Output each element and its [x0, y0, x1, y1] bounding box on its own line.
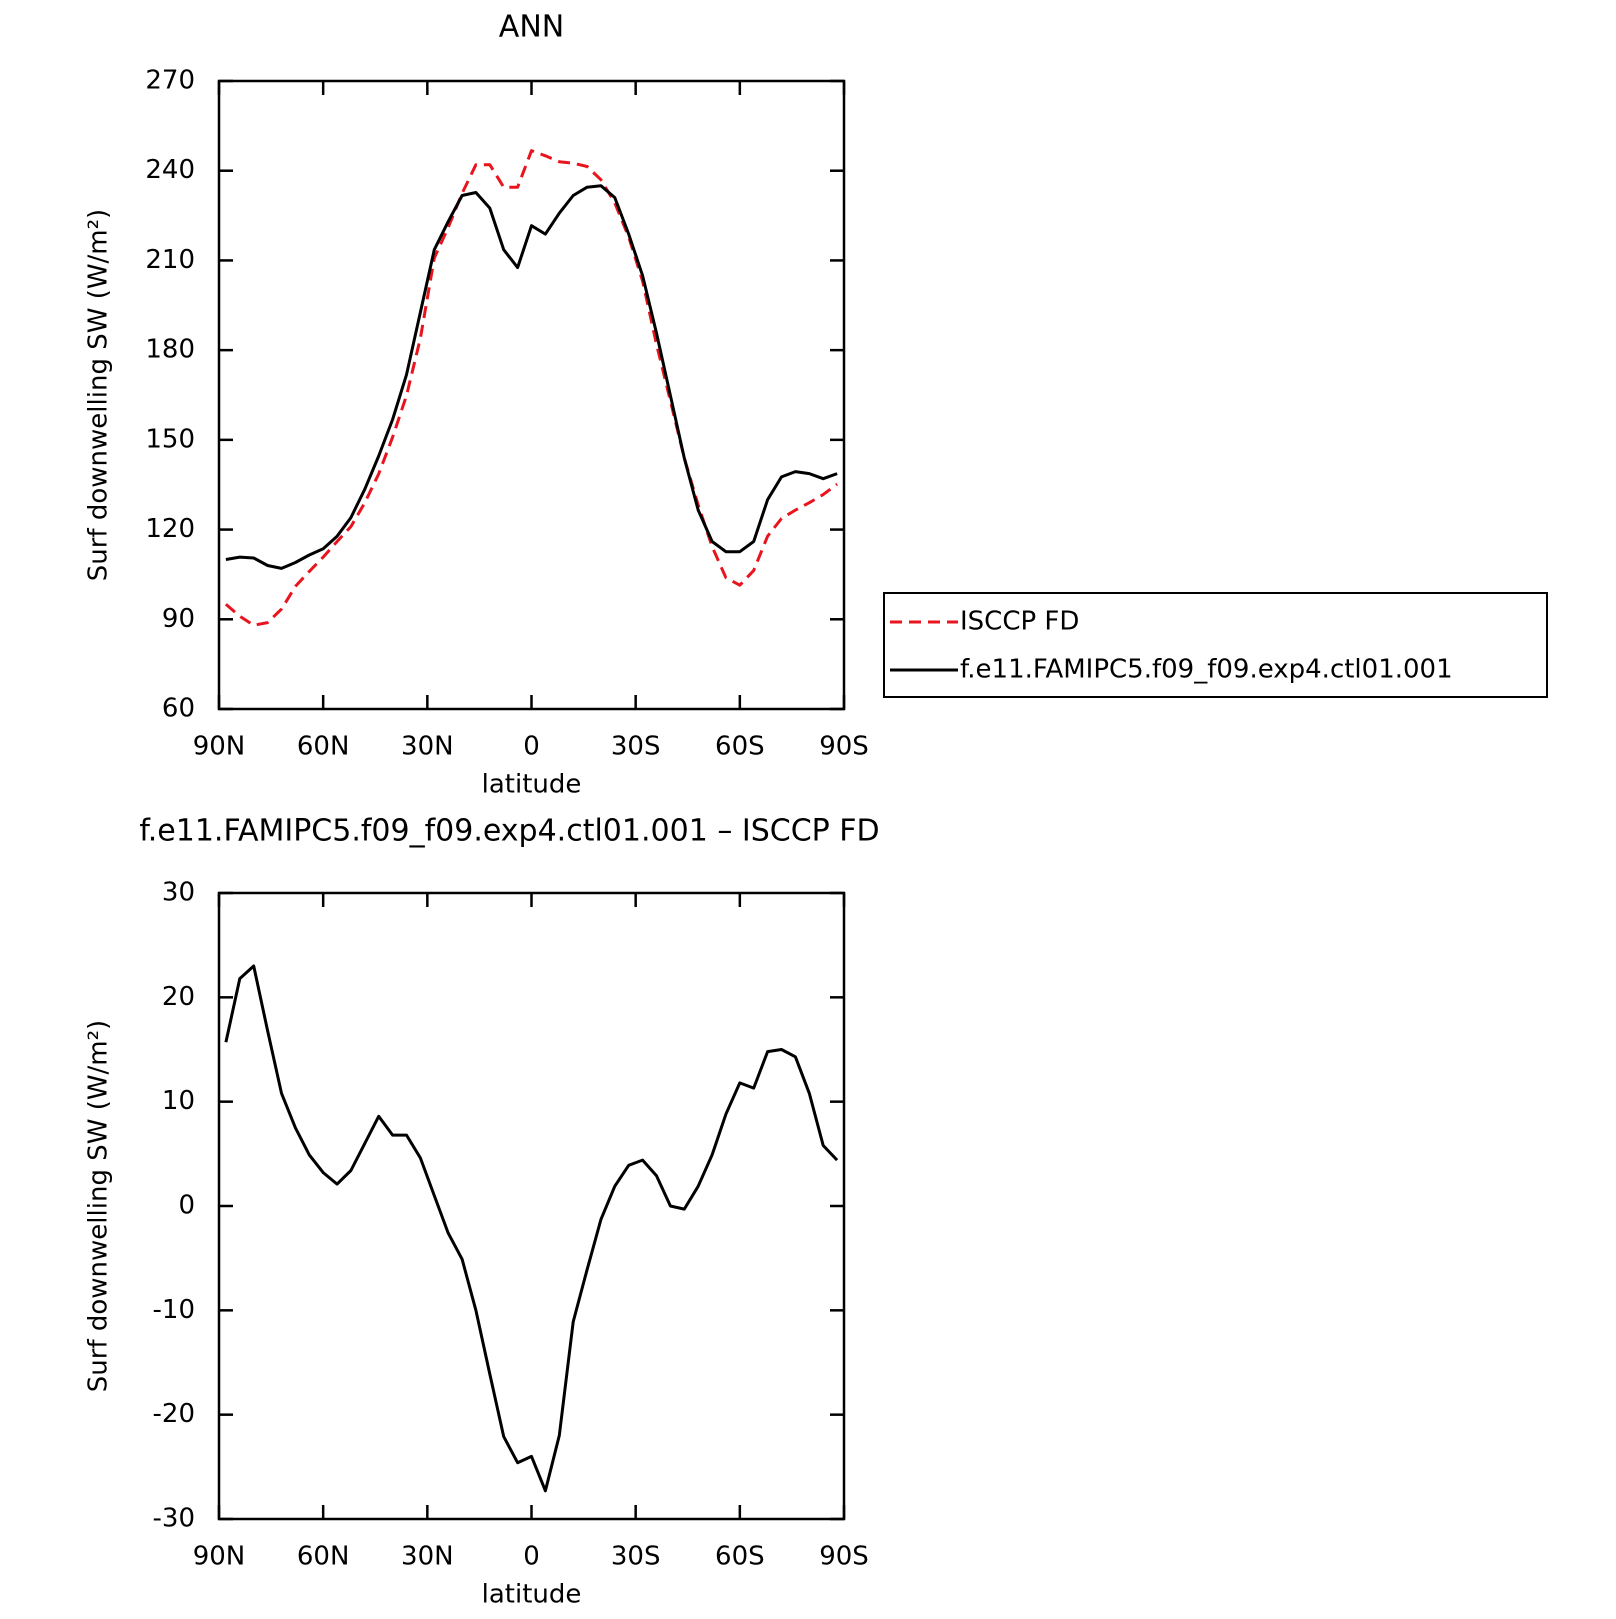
y-tick-label: -30	[153, 1504, 195, 1534]
x-tick-label: 60N	[297, 732, 350, 762]
x-tick-label: 90S	[819, 1542, 869, 1572]
y-tick-label: -10	[153, 1295, 195, 1325]
y-tick-label: 180	[145, 335, 195, 365]
y-tick-label: 20	[162, 982, 195, 1012]
x-tick-label: 30S	[611, 1542, 661, 1572]
x-tick-label: 90N	[193, 732, 246, 762]
x-tick-label: 0	[523, 1542, 540, 1572]
y-tick-label: 0	[178, 1191, 195, 1221]
y-tick-label: 120	[145, 514, 195, 544]
y-tick-label: 150	[145, 424, 195, 454]
legend-label: f.e11.FAMIPC5.f09_f09.exp4.ctl01.001	[960, 655, 1453, 685]
y-tick-label: -20	[153, 1399, 195, 1429]
x-axis-label: latitude	[482, 1580, 582, 1610]
x-tick-label: 30S	[611, 732, 661, 762]
plot-frame	[217, 79, 846, 711]
x-tick-label: 90S	[819, 732, 869, 762]
x-tick-label: 90N	[193, 1542, 246, 1572]
x-tick-label: 30N	[401, 1542, 454, 1572]
y-tick-label: 90	[162, 604, 195, 634]
y-tick-label: 240	[145, 155, 195, 185]
x-tick-label: 0	[523, 732, 540, 762]
data-line	[225, 184, 838, 570]
y-tick-label: 10	[162, 1086, 195, 1116]
legend-box	[883, 592, 1548, 698]
data-line	[224, 149, 839, 627]
chart-title: ANN	[499, 10, 564, 45]
y-tick-label: 210	[145, 245, 195, 275]
x-tick-label: 60S	[715, 1542, 765, 1572]
x-tick-label: 30N	[401, 732, 454, 762]
legend-label: ISCCP FD	[960, 607, 1079, 637]
plot-frame	[217, 891, 846, 1521]
x-tick-label: 60N	[297, 1542, 350, 1572]
y-axis-label: Surf downwelling SW (W/m²)	[84, 1020, 114, 1392]
data-line	[224, 964, 839, 1493]
y-tick-label: 60	[162, 694, 195, 724]
x-axis-label: latitude	[482, 770, 582, 800]
y-axis-label: Surf downwelling SW (W/m²)	[84, 209, 114, 581]
chart-title: f.e11.FAMIPC5.f09_f09.exp4.ctl01.001 – I…	[139, 814, 879, 849]
y-tick-label: 270	[145, 66, 195, 96]
x-tick-label: 60S	[715, 732, 765, 762]
y-tick-label: 30	[162, 878, 195, 908]
